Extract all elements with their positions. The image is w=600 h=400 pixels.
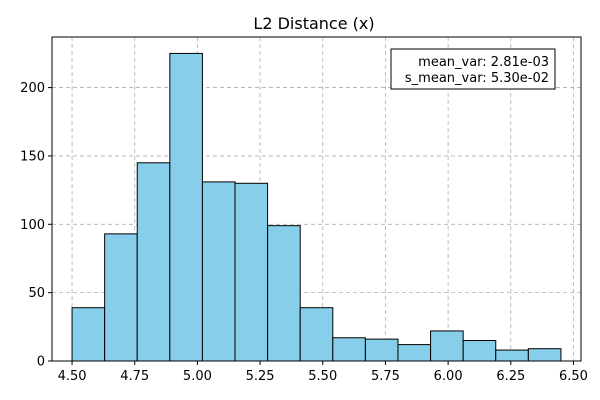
x-tick-label: 5.75 — [371, 369, 400, 384]
x-tick-label: 4.75 — [120, 369, 149, 384]
x-tick-label: 5.50 — [308, 369, 337, 384]
histogram-bar — [365, 339, 398, 361]
y-axis-ticks: 0 50 100 150 200 — [20, 81, 52, 369]
annotation-mean-var: mean_var: 2.81e-03 — [418, 55, 549, 70]
x-tick-label: 6.25 — [496, 369, 525, 384]
y-tick-label: 0 — [37, 355, 45, 370]
histogram-bar — [268, 226, 301, 361]
x-tick-label: 4.50 — [58, 369, 87, 384]
histogram-bar — [137, 163, 170, 361]
x-tick-label: 6.50 — [559, 369, 588, 384]
histogram-bar — [398, 345, 431, 361]
y-tick-label: 100 — [20, 218, 45, 233]
annotation-s-mean-var: s_mean_var: 5.30e-02 — [405, 71, 549, 86]
histogram-bar — [72, 308, 105, 361]
histogram-bar — [333, 338, 366, 361]
stats-annotation: mean_var: 2.81e-03 s_mean_var: 5.30e-02 — [391, 49, 555, 89]
histogram-bar — [105, 234, 138, 361]
x-axis-ticks: 4.50 4.75 5.00 5.25 5.50 5.75 6.00 6.25 6.50 — [58, 361, 588, 384]
histogram-bar — [528, 349, 561, 361]
histogram-bar — [235, 183, 268, 361]
histogram-bar — [202, 182, 235, 361]
y-tick-label: 50 — [28, 286, 45, 301]
x-tick-label: 5.00 — [183, 369, 212, 384]
histogram-bar — [463, 340, 496, 361]
histogram-bar — [496, 350, 529, 361]
histogram-bar — [431, 331, 464, 361]
y-tick-label: 200 — [20, 81, 45, 96]
histogram-bar — [170, 53, 203, 361]
chart-title: L2 Distance (x) — [253, 14, 374, 33]
bars — [72, 53, 561, 361]
y-tick-label: 150 — [20, 149, 45, 164]
x-tick-label: 6.00 — [434, 369, 463, 384]
histogram-bar — [300, 308, 333, 361]
x-tick-label: 5.25 — [246, 369, 275, 384]
